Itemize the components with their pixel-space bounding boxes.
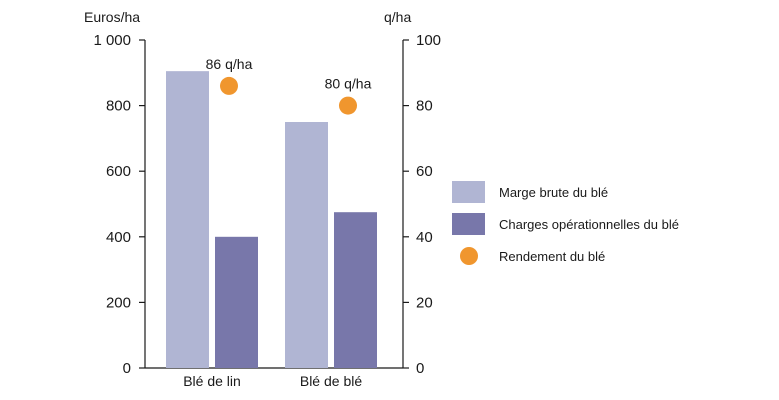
left-tick-label: 200: [106, 294, 131, 311]
legend-item-rendement: Rendement du blé: [452, 244, 679, 268]
legend-swatch-rendement: [452, 245, 485, 267]
left-axis-unit: Euros/ha: [84, 9, 140, 25]
right-tick-label: 40: [416, 229, 433, 246]
legend-swatch-marge-brute: [452, 181, 485, 203]
left-tick-label: 400: [106, 229, 131, 246]
right-axis-unit: q/ha: [384, 9, 411, 25]
right-tick-label: 80: [416, 98, 433, 115]
right-axis-ticks: 0 20 40 60 80 100: [403, 32, 441, 377]
left-tick-label: 600: [106, 163, 131, 180]
category-label: Blé de lin: [183, 373, 241, 389]
left-tick-label: 1 000: [93, 32, 131, 49]
rendement-point: [339, 96, 357, 115]
left-axis-ticks: 0 200 400 600 800 1 000: [93, 32, 145, 377]
legend-label-charges: Charges opérationnelles du blé: [499, 216, 679, 232]
bar-charges: [215, 236, 258, 368]
right-tick-label: 0: [416, 360, 424, 377]
legend: Marge brute du blé Charges opérationnell…: [452, 180, 679, 276]
rendement-point: [220, 76, 238, 95]
bar-marge-brute: [166, 71, 209, 368]
legend-label-rendement: Rendement du blé: [499, 248, 606, 264]
legend-label-marge-brute: Marge brute du blé: [499, 184, 609, 200]
legend-item-marge-brute: Marge brute du blé: [452, 180, 679, 204]
right-tick-label: 20: [416, 294, 433, 311]
left-tick-label: 800: [106, 98, 131, 115]
category-label: Blé de blé: [300, 373, 362, 389]
legend-item-charges: Charges opérationnelles du blé: [452, 212, 679, 236]
bar-charges: [334, 212, 377, 368]
bars: [166, 71, 377, 368]
category-labels: Blé de lin Blé de blé: [183, 373, 362, 389]
legend-swatch-charges: [452, 213, 485, 235]
bar-marge-brute: [285, 122, 328, 368]
rendement-data-label: 86 q/ha: [206, 56, 253, 72]
right-tick-label: 100: [416, 32, 441, 49]
rendement-data-label: 80 q/ha: [325, 76, 372, 92]
left-tick-label: 0: [123, 360, 131, 377]
right-tick-label: 60: [416, 163, 433, 180]
points: 86 q/ha 80 q/ha: [206, 56, 372, 115]
